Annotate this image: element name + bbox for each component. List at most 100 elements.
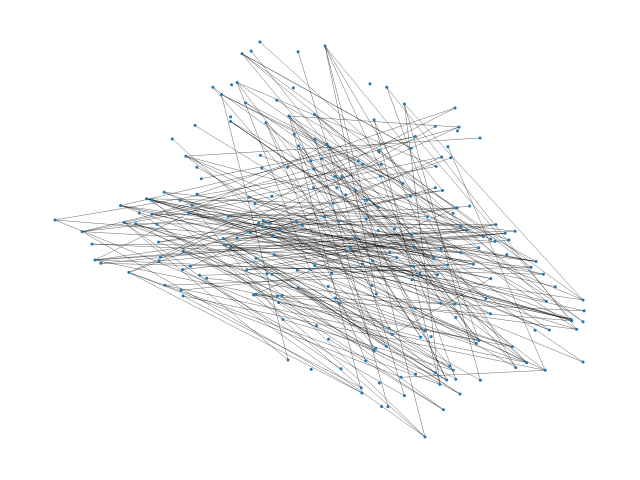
graph-node (80, 230, 84, 234)
graph-node (413, 135, 417, 138)
graph-node (240, 52, 244, 56)
graph-edge (151, 126, 460, 215)
graph-node (254, 256, 258, 260)
graph-edge (246, 239, 509, 270)
graph-node (402, 102, 406, 106)
graph-edge (241, 53, 584, 301)
graph-node (221, 237, 225, 241)
graph-node (454, 377, 458, 381)
graph-node (505, 253, 509, 257)
graph-node (257, 221, 261, 225)
graph-node (409, 194, 413, 198)
graph-node (264, 121, 268, 125)
graph-edge (230, 246, 456, 380)
graph-edge (128, 126, 460, 273)
graph-node (277, 301, 281, 304)
graph-node (179, 288, 183, 292)
graph-node (455, 206, 459, 210)
graph-node (157, 259, 161, 263)
graph-edge (120, 205, 513, 347)
graph-node (368, 82, 372, 86)
graph-node (337, 219, 341, 223)
graph-edge (288, 115, 393, 335)
graph-node (581, 360, 585, 364)
graph-edge (164, 192, 546, 371)
graph-node (371, 259, 374, 263)
graph-node (272, 253, 276, 257)
graph-edge (288, 115, 460, 128)
graph-node (529, 265, 533, 269)
graph-edge (274, 254, 479, 341)
graph-node (379, 162, 383, 166)
graph-node (453, 302, 457, 306)
graph-node (433, 186, 437, 190)
graph-node (309, 159, 313, 163)
graph-edge (245, 102, 403, 184)
graph-node (296, 286, 300, 290)
graph-node (260, 166, 264, 170)
graph-edge (135, 223, 461, 395)
graph-node (419, 335, 423, 339)
graph-node (295, 268, 299, 272)
graph-edge (128, 272, 402, 378)
graph-node (287, 114, 291, 118)
graph-edge (378, 150, 532, 268)
graph-node (412, 265, 416, 269)
graph-node (195, 165, 199, 169)
graph-edge (282, 319, 454, 371)
graph-edge (401, 370, 546, 378)
graph-edge (124, 156, 442, 223)
graph-node (451, 368, 455, 372)
graph-edge (128, 272, 363, 394)
graph-edge (313, 169, 509, 241)
graph-node (265, 272, 269, 276)
graph-node (308, 267, 312, 271)
graph-node (569, 317, 573, 321)
graph-node (379, 174, 382, 178)
graph-edge (158, 205, 470, 243)
graph-node (547, 328, 551, 332)
graph-node (93, 258, 97, 262)
graph-node (390, 333, 394, 336)
graph-node (53, 218, 57, 222)
graph-node (258, 153, 262, 157)
graph-node (199, 177, 203, 181)
graph-node (270, 194, 274, 198)
graph-edge (237, 82, 437, 167)
graph-edge (224, 230, 467, 246)
graph-node (319, 157, 323, 161)
graph-node (235, 236, 239, 240)
graph-edge (54, 219, 447, 381)
graph-edge (82, 164, 363, 232)
graph-node (286, 165, 289, 169)
graph-node (414, 372, 418, 376)
graph-edge (230, 121, 584, 363)
graph-edge (185, 156, 448, 266)
graph-edge (151, 214, 428, 217)
graph-edge (314, 138, 537, 262)
graph-edge (230, 121, 486, 299)
graph-node (252, 293, 256, 297)
graph-node (235, 81, 239, 84)
graph-edge (206, 278, 441, 304)
graph-node (364, 217, 368, 221)
graph-edge (188, 212, 414, 267)
graph-node (278, 228, 281, 232)
graph-edge (415, 308, 577, 330)
graph-node (181, 268, 185, 272)
graph-edge (191, 205, 537, 262)
graph-node (451, 211, 455, 215)
graph-node (145, 197, 149, 201)
graph-node (544, 299, 548, 303)
graph-node (275, 98, 279, 102)
graph-node (159, 255, 162, 259)
graph-edge (185, 156, 467, 231)
graph-edge (100, 224, 496, 264)
graph-edge (288, 115, 363, 394)
graph-node (325, 142, 329, 146)
graph-node (361, 162, 365, 166)
graph-node (337, 302, 341, 305)
graph-edge (139, 212, 444, 410)
graph-node (384, 344, 388, 348)
